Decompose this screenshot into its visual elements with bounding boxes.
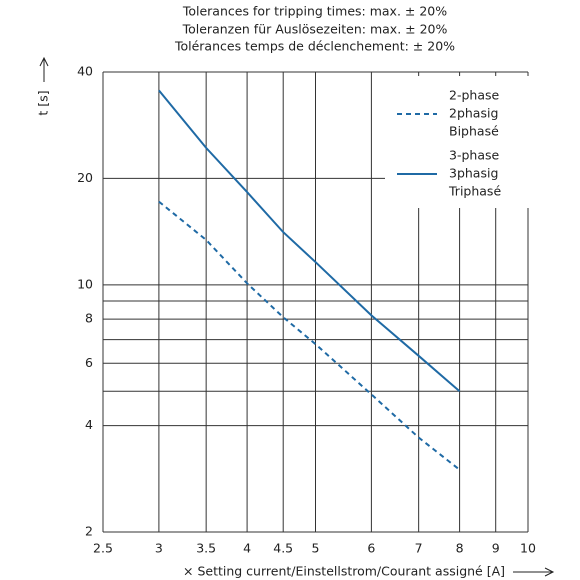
x-axis-arrow (513, 567, 555, 577)
x-tick-label: 7 (415, 541, 423, 556)
legend-box (385, 76, 529, 208)
x-tick-label: 4 (243, 541, 251, 556)
x-axis-label: × Setting current/Einstellstrom/Courant … (183, 564, 505, 579)
x-tick-label: 10 (520, 541, 536, 556)
y-tick-label: 20 (77, 170, 93, 185)
y-axis-label: t [s] (36, 90, 51, 115)
legend-label: 2phasig (449, 106, 498, 121)
chart-title: Tolérances temps de déclenchement: ± 20% (174, 39, 455, 54)
legend-label: 2-phase (449, 88, 499, 103)
x-tick-label: 6 (367, 541, 375, 556)
x-tick-label: 5 (312, 541, 320, 556)
legend-label: 3-phase (449, 148, 499, 163)
legend-label: 3phasig (449, 166, 498, 181)
y-tick-label: 4 (85, 417, 93, 432)
y-axis-arrow (39, 56, 49, 82)
legend-label: Biphasé (449, 124, 499, 139)
y-tick-label: 10 (77, 276, 93, 291)
y-tick-label: 6 (85, 355, 93, 370)
series-line (158, 89, 461, 393)
x-tick-label: 2.5 (93, 541, 113, 556)
legend-label: Triphasé (448, 184, 501, 199)
y-tick-label: 8 (85, 311, 93, 326)
x-tick-label: 3 (155, 541, 163, 556)
x-tick-label: 3.5 (196, 541, 216, 556)
x-tick-label: 8 (456, 541, 464, 556)
x-tick-label: 9 (492, 541, 500, 556)
y-tick-label: 2 (85, 524, 93, 539)
chart-title: Tolerances for tripping times: max. ± 20… (182, 4, 447, 19)
chart-title: Toleranzen für Auslösezeiten: max. ± 20% (182, 22, 448, 37)
legend: 2-phase 2phasig Biphasé 3-phase 3phasig Triph… (397, 88, 501, 199)
x-tick-label: 4.5 (273, 541, 293, 556)
y-tick-label: 40 (77, 64, 93, 79)
series-line (158, 200, 461, 471)
